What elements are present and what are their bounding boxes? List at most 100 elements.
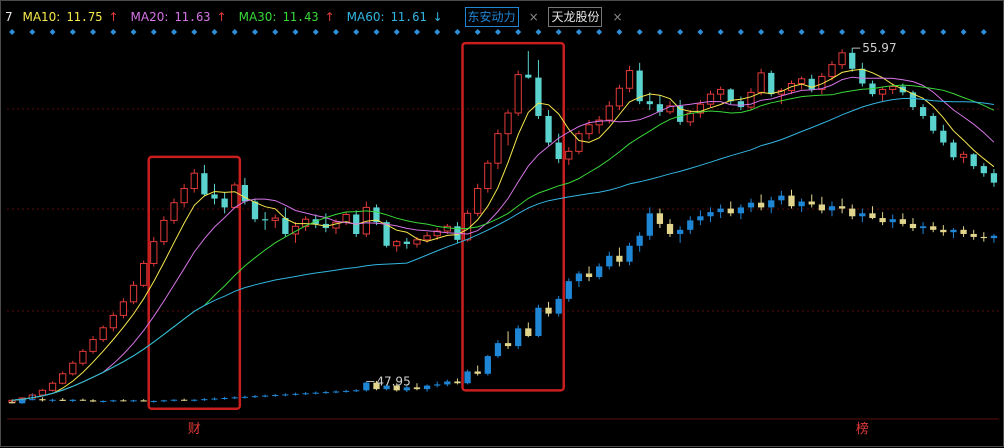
candle-body [342, 390, 350, 392]
candle-body [696, 103, 705, 114]
legend-ma-ma60: MA60: 11.61 ↓ [347, 8, 449, 26]
candle-body [342, 213, 350, 223]
candle-body [737, 101, 745, 108]
candle-body [990, 173, 998, 183]
marker-diamond [252, 29, 258, 35]
marker-diamond [332, 29, 339, 35]
candle-body [828, 206, 836, 211]
candle-body [656, 104, 664, 112]
candle-body [666, 105, 674, 113]
marker-diamond [798, 29, 805, 35]
bottom-marker: 财 [188, 422, 201, 437]
close-icon[interactable]: × [528, 10, 539, 24]
candle-body [8, 402, 16, 404]
candle-body [444, 381, 451, 385]
ma-line [12, 97, 994, 401]
candle-body [565, 281, 572, 299]
candle-body [950, 229, 957, 233]
candle-body [636, 70, 643, 102]
candle-body [38, 389, 47, 396]
candle-body [959, 153, 968, 158]
candle-body [504, 343, 512, 347]
candle-body [494, 343, 502, 357]
candle-body [950, 142, 957, 158]
candle-body [423, 235, 431, 241]
marker-diamond [737, 29, 744, 35]
candle-body [201, 399, 208, 401]
candle-body [403, 387, 410, 391]
marker-diamond [494, 29, 501, 35]
candle-body [181, 399, 188, 401]
close-icon[interactable]: × [612, 10, 623, 24]
price-label: 47.95 [376, 374, 410, 388]
marker-diamond [656, 29, 663, 35]
legend-ma-arrow: ↑ [108, 10, 119, 24]
candle-body [119, 301, 128, 316]
candle-body [677, 105, 684, 122]
candle-body [878, 88, 887, 95]
candle-body [747, 202, 755, 208]
candle-body [261, 219, 269, 221]
candle-body [39, 399, 46, 401]
marker-diamond [29, 29, 36, 35]
candle-body [677, 229, 684, 234]
stock-tag-tianlong[interactable]: 天龙股份 [548, 7, 603, 27]
candle-body [636, 235, 643, 246]
candle-body [403, 241, 410, 244]
candle-body [120, 400, 127, 402]
candle-body [474, 371, 481, 374]
candle-body [282, 218, 289, 234]
candle-body [828, 64, 836, 77]
stock-tag-dongan[interactable]: 东安动力 [464, 7, 519, 27]
candle-body [160, 400, 168, 402]
candle-body [99, 327, 107, 341]
candle-body [191, 399, 198, 401]
marker-diamond [575, 29, 582, 35]
candle-body [970, 154, 977, 167]
legend-ma-arrow: ↓ [432, 10, 443, 24]
candle-body [768, 72, 775, 95]
marker-diamond [9, 29, 16, 35]
candle-body [231, 184, 239, 208]
candle-body [221, 198, 228, 208]
candle-body [808, 78, 815, 90]
candle-body [980, 166, 987, 174]
marker-diamond [879, 29, 886, 35]
candle-body [535, 77, 542, 116]
highlight-box [461, 41, 565, 392]
legend-ma-ma10: MA10: 11.75 ↑ [22, 8, 124, 26]
candle-body [221, 397, 228, 399]
candle-body [960, 229, 967, 234]
candle-body [89, 400, 97, 402]
candle-body [292, 393, 299, 395]
marker-diamond [899, 29, 906, 35]
candle-body [869, 213, 876, 219]
candle-body [454, 381, 461, 384]
marker-diamond [434, 29, 441, 35]
marker-diamond [778, 29, 785, 35]
candle-body [889, 85, 897, 90]
candle-body [768, 200, 775, 208]
candle-body [545, 307, 552, 314]
marker-diamond [980, 29, 987, 35]
candle-body [616, 255, 623, 262]
candle-body [585, 273, 593, 278]
candle-body [79, 350, 87, 364]
candle-body [443, 225, 451, 232]
marker-diamond [292, 29, 299, 35]
candle-body [930, 115, 937, 131]
candle-body [970, 233, 977, 237]
candle-body [271, 217, 279, 221]
candle-body [535, 307, 542, 337]
candle-body [59, 373, 67, 384]
marker-diamond [312, 29, 319, 35]
candle-body [353, 390, 360, 392]
candle-body [575, 133, 583, 152]
candle-body [190, 172, 198, 190]
bottom-marker: 榜 [856, 421, 869, 437]
marker-diamond [49, 29, 56, 35]
candle-body [585, 124, 593, 135]
candle-body [332, 391, 340, 393]
marker-diamond [231, 29, 238, 35]
price-label: 55.97 [862, 41, 896, 55]
